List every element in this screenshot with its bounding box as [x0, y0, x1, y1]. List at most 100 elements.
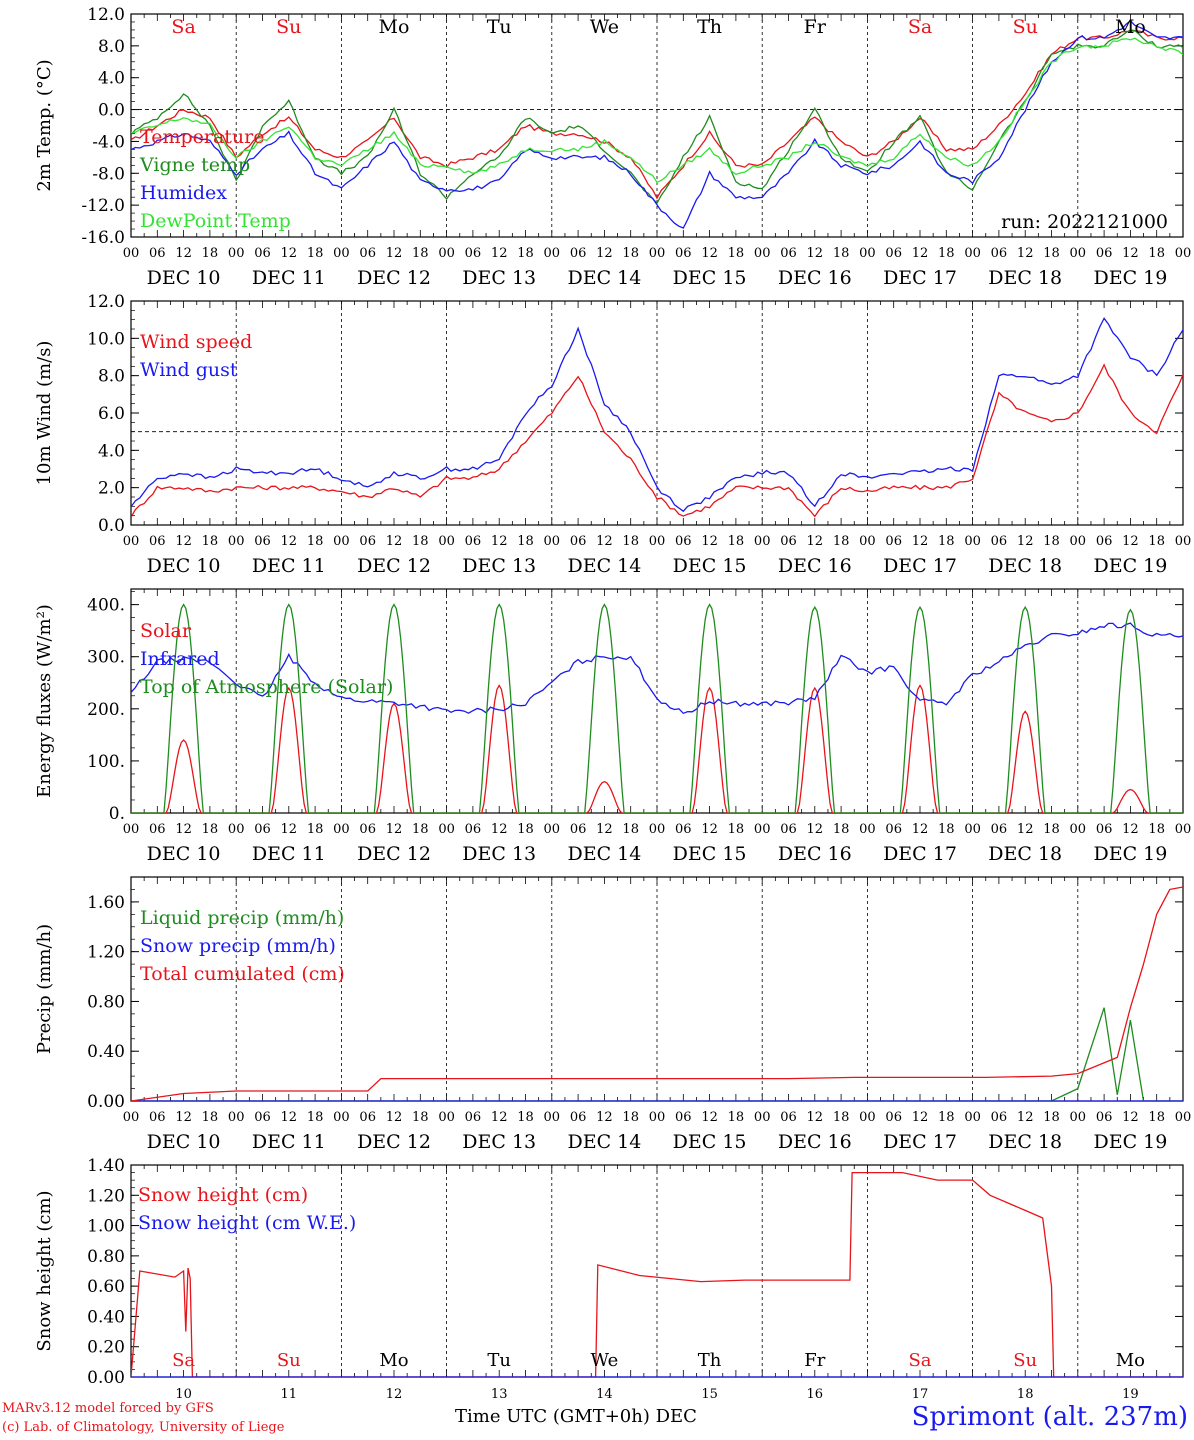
hour-tick-label: 12 — [386, 246, 403, 261]
hour-tick-label: 00 — [964, 1110, 981, 1125]
legend-entry: Liquid precip (mm/h) — [140, 907, 344, 929]
series-group — [131, 317, 1183, 518]
hour-tick-label: 00 — [438, 1110, 455, 1125]
weekday-label-bottom: Mo — [379, 1350, 408, 1371]
hour-tick-label: 06 — [1096, 246, 1113, 261]
day-label: DEC 13 — [462, 843, 536, 865]
hour-tick-label: 00 — [964, 246, 981, 261]
y-axis-label: 2m Temp. (°C) — [34, 59, 55, 191]
hour-tick-label: 18 — [728, 534, 745, 549]
hour-tick-label: 18 — [1043, 534, 1060, 549]
hour-tick-label: 00 — [964, 534, 981, 549]
hour-tick-label: 00 — [1070, 1110, 1087, 1125]
hour-tick-label: 18 — [728, 246, 745, 261]
legend-entry: Snow height (cm W.E.) — [138, 1212, 356, 1234]
hour-tick-label: 18 — [307, 246, 324, 261]
weekday-label: Su — [276, 16, 301, 38]
hour-tick-label: 12 — [491, 534, 508, 549]
weekday-label: Mo — [1115, 16, 1146, 38]
y-tick-label: 4.0 — [98, 69, 125, 89]
hour-tick-label: 06 — [675, 246, 692, 261]
y-tick-label: 8.0 — [98, 37, 125, 57]
hour-tick-label: 00 — [333, 822, 350, 837]
hour-tick-label: 18 — [202, 822, 219, 837]
day-label: DEC 13 — [462, 267, 536, 289]
hour-tick-label: 12 — [386, 1110, 403, 1125]
weekday-label: Th — [697, 16, 722, 38]
series-group — [131, 1171, 1183, 1377]
y-axis-label: Energy fluxes (W/m²) — [34, 604, 55, 798]
series-group — [131, 886, 1183, 1101]
hour-tick-label: 18 — [412, 822, 429, 837]
hour-tick-label: 12 — [912, 534, 929, 549]
hour-tick-label: 06 — [465, 1110, 482, 1125]
hour-tick-label: 00 — [123, 822, 140, 837]
series-line-infrared — [131, 622, 1183, 715]
hour-tick-label: 06 — [991, 534, 1008, 549]
panel-5: 1.40 1.20 1.00 0.80 0.60 0.40 0.20 0.00 Snow hei… — [34, 1156, 1184, 1388]
hour-tick-label: 18 — [728, 1110, 745, 1125]
hour-tick-label: 12 — [491, 246, 508, 261]
y-tick-label: 0.00 — [87, 1368, 125, 1388]
hour-tick-label: 12 — [596, 534, 613, 549]
panel-1: 12.0 8.0 4.0 0.0 -4.0 -8.0 -12.0 -16.0 2m Temp. … — [34, 5, 1191, 289]
hour-tick-label: 00 — [1175, 534, 1192, 549]
hour-tick-label: 12 — [281, 246, 298, 261]
hour-tick-label: 12 — [1122, 534, 1139, 549]
day-label: DEC 19 — [1093, 555, 1167, 577]
legend-entry: Wind speed — [140, 331, 252, 353]
hour-tick-label: 18 — [412, 534, 429, 549]
hour-tick-label: 00 — [544, 1110, 561, 1125]
hour-tick-label: 12 — [701, 1110, 718, 1125]
hour-tick-label: 12 — [807, 534, 824, 549]
hour-tick-label: 00 — [649, 822, 666, 837]
weekday-label: Tu — [487, 16, 512, 38]
weekday-label-bottom: Sa — [172, 1350, 195, 1371]
hour-tick-label: 06 — [885, 246, 902, 261]
hour-tick-label: 00 — [1175, 822, 1192, 837]
hour-tick-label: 18 — [202, 534, 219, 549]
series-group — [131, 19, 1183, 229]
series-group — [131, 603, 1183, 813]
hour-tick-label: 18 — [938, 246, 955, 261]
hour-tick-label: 06 — [149, 1110, 166, 1125]
day-number-label: 13 — [491, 1387, 508, 1402]
y-tick-label: 1.60 — [87, 893, 125, 913]
hour-tick-label: 00 — [1070, 246, 1087, 261]
legend-entry: Infrared — [140, 648, 220, 670]
hour-tick-label: 18 — [412, 246, 429, 261]
hour-tick-label: 12 — [596, 246, 613, 261]
weekday-label-bottom: Mo — [1116, 1350, 1145, 1371]
y-tick-label: 400. — [87, 596, 125, 616]
hour-tick-label: 00 — [859, 534, 876, 549]
hour-tick-label: 12 — [807, 1110, 824, 1125]
series-line-dewpoint-temp — [131, 37, 1183, 184]
plot-frame — [130, 588, 1184, 814]
hour-tick-label: 18 — [517, 246, 534, 261]
hour-tick-label: 12 — [912, 822, 929, 837]
y-tick-label: 0. — [109, 804, 125, 824]
y-tick-label: 0.0 — [98, 516, 125, 536]
weekday-label: Fr — [804, 16, 827, 38]
hour-tick-label: 00 — [1175, 246, 1192, 261]
hour-tick-label: 06 — [254, 534, 271, 549]
station-title: Sprimont (alt. 237m) — [911, 1402, 1188, 1432]
legend-entry: Vigne temp — [139, 154, 250, 176]
day-label: DEC 16 — [778, 1131, 852, 1153]
day-label: DEC 13 — [462, 1131, 536, 1153]
hour-tick-label: 12 — [1122, 246, 1139, 261]
y-tick-label: -16.0 — [81, 228, 125, 248]
hour-tick-label: 00 — [649, 246, 666, 261]
hour-tick-label: 00 — [228, 822, 245, 837]
day-number-label: 15 — [701, 1387, 718, 1402]
hour-tick-label: 00 — [333, 1110, 350, 1125]
day-label: DEC 16 — [778, 267, 852, 289]
hour-tick-label: 12 — [175, 246, 192, 261]
y-tick-label: -12.0 — [81, 196, 125, 216]
day-label: DEC 18 — [988, 843, 1062, 865]
hour-tick-label: 00 — [228, 534, 245, 549]
hour-tick-label: 12 — [1122, 1110, 1139, 1125]
hour-tick-label: 06 — [885, 1110, 902, 1125]
day-label: DEC 14 — [567, 267, 641, 289]
